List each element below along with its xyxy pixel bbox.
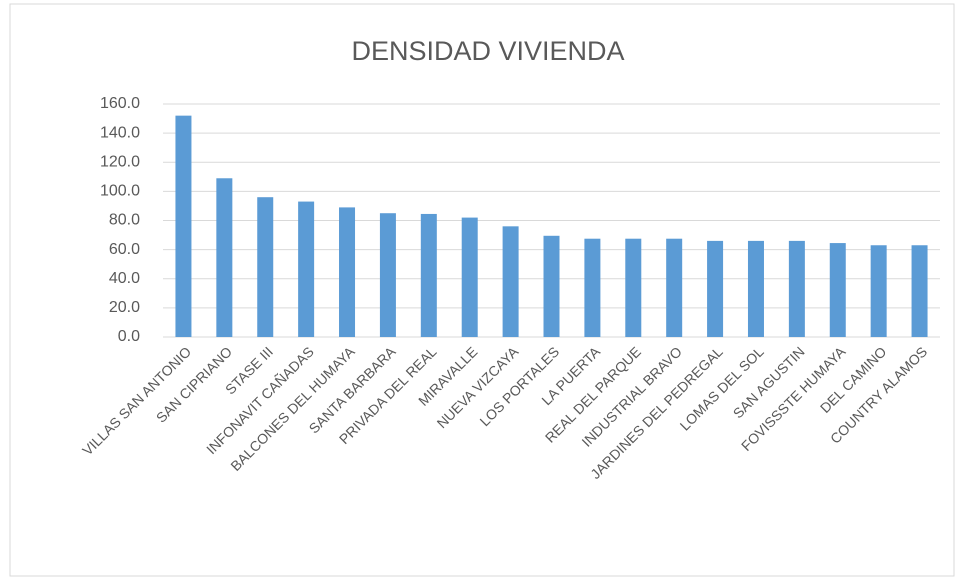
chart-frame [9, 3, 955, 577]
bar [543, 235, 560, 337]
y-tick-label: 80.0 [109, 212, 140, 229]
bar [420, 213, 437, 337]
bar [829, 243, 846, 337]
bar [339, 207, 356, 337]
y-tick-label: 60.0 [109, 241, 140, 258]
bar [379, 213, 396, 337]
bar [298, 201, 315, 337]
bar [911, 245, 928, 337]
bar [461, 217, 478, 337]
y-tick-label: 100.0 [100, 183, 140, 200]
y-tick-label: 160.0 [100, 95, 140, 112]
bar [175, 115, 192, 338]
bar [870, 245, 887, 337]
bar [747, 240, 764, 337]
bar [584, 238, 601, 337]
bar [788, 240, 805, 337]
bar [502, 226, 519, 337]
bar [707, 240, 724, 337]
y-tick-label: 40.0 [109, 270, 140, 287]
bar [625, 238, 642, 337]
y-tick-label: 140.0 [100, 124, 140, 141]
bar [216, 178, 233, 337]
y-tick-label: 0.0 [118, 328, 140, 345]
bar [666, 238, 683, 337]
bar [257, 197, 274, 337]
y-tick-label: 20.0 [109, 299, 140, 316]
chart-title: DENSIDAD VIVIENDA [351, 36, 624, 66]
y-tick-label: 120.0 [100, 153, 140, 170]
